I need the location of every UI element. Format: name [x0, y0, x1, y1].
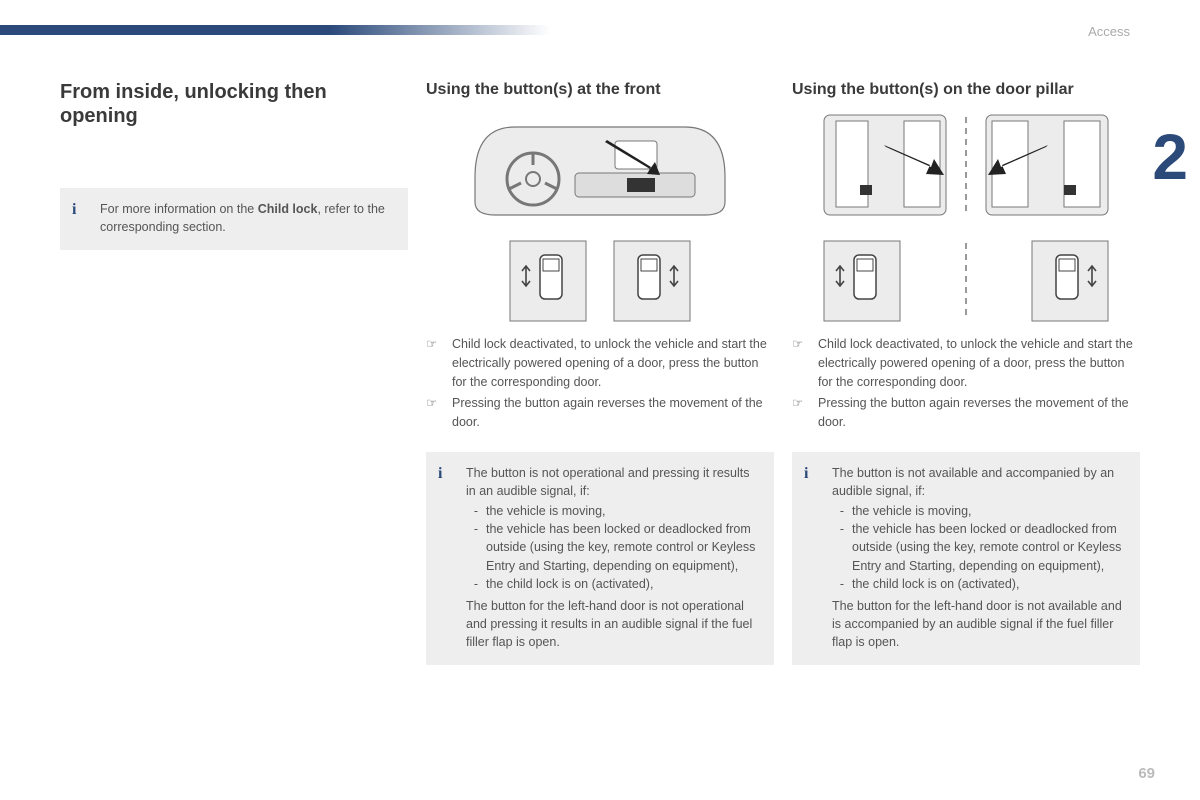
- list-item: ☞ Child lock deactivated, to unlock the …: [792, 335, 1140, 391]
- info-list-item: the child lock is on (activated),: [486, 575, 760, 593]
- instruction-text: Pressing the button again reverses the m…: [818, 394, 1140, 432]
- info-outro: The button for the left-hand door is not…: [832, 597, 1126, 651]
- header-accent-bar: [0, 25, 550, 35]
- info-intro: The button is not operational and pressi…: [466, 464, 760, 500]
- column-pillar-buttons: Using the button(s) on the door pillar: [792, 80, 1140, 665]
- instruction-text: Child lock deactivated, to unlock the ve…: [452, 335, 774, 391]
- list-item: ☞ Pressing the button again reverses the…: [792, 394, 1140, 432]
- pointer-icon: ☞: [792, 335, 818, 391]
- column-front-buttons: Using the button(s) at the front: [426, 80, 774, 665]
- info-icon: i: [804, 462, 808, 485]
- heading-front-buttons: Using the button(s) at the front: [426, 80, 774, 99]
- info-outro: The button for the left-hand door is not…: [466, 597, 760, 651]
- list-item: ☞ Pressing the button again reverses the…: [426, 394, 774, 432]
- info-list-item: the child lock is on (activated),: [852, 575, 1126, 593]
- section-label: Access: [1088, 24, 1130, 39]
- info-list-item: the vehicle has been locked or deadlocke…: [486, 520, 760, 574]
- info-box-pillar: i The button is not available and accomp…: [792, 452, 1140, 665]
- heading-pillar-buttons: Using the button(s) on the door pillar: [792, 80, 1140, 99]
- info-list: -the vehicle is moving, -the vehicle has…: [466, 502, 760, 593]
- pointer-icon: ☞: [792, 394, 818, 432]
- list-item: ☞ Child lock deactivated, to unlock the …: [426, 335, 774, 391]
- pointer-icon: ☞: [426, 335, 452, 391]
- instructions-front: ☞ Child lock deactivated, to unlock the …: [426, 335, 774, 432]
- info-list-item: the vehicle is moving,: [486, 502, 760, 520]
- info-list: -the vehicle is moving, -the vehicle has…: [832, 502, 1126, 593]
- chapter-number: 2: [1152, 120, 1188, 194]
- info-icon: i: [438, 462, 442, 485]
- instructions-pillar: ☞ Child lock deactivated, to unlock the …: [792, 335, 1140, 432]
- instruction-text: Pressing the button again reverses the m…: [452, 394, 774, 432]
- info-box-childlock: i For more information on the Child lock…: [60, 188, 408, 250]
- pointer-icon: ☞: [426, 394, 452, 432]
- info-list-item: the vehicle has been locked or deadlocke…: [852, 520, 1126, 574]
- diagram-front-door-icons: [426, 237, 774, 325]
- page-number: 69: [1138, 765, 1155, 782]
- heading-main: From inside, unlocking then opening: [60, 80, 408, 128]
- info-text: For more information on the Child lock, …: [100, 200, 394, 236]
- info-intro: The button is not available and accompan…: [832, 464, 1126, 500]
- info-box-front: i The button is not operational and pres…: [426, 452, 774, 665]
- diagram-door-pillar: [792, 107, 1140, 227]
- diagram-dashboard: [426, 107, 774, 227]
- instruction-text: Child lock deactivated, to unlock the ve…: [818, 335, 1140, 391]
- column-intro: From inside, unlocking then opening i Fo…: [60, 80, 408, 665]
- diagram-pillar-door-icons: [792, 237, 1140, 325]
- page-content: From inside, unlocking then opening i Fo…: [60, 80, 1140, 665]
- info-icon: i: [72, 198, 76, 221]
- info-list-item: the vehicle is moving,: [852, 502, 1126, 520]
